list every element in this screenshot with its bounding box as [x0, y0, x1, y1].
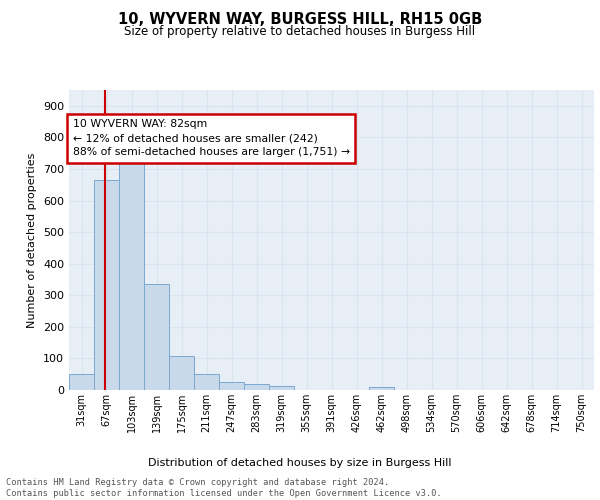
- Bar: [269, 386, 294, 390]
- Bar: [169, 356, 194, 390]
- Bar: [144, 284, 169, 390]
- Bar: [194, 374, 219, 390]
- Text: Distribution of detached houses by size in Burgess Hill: Distribution of detached houses by size …: [148, 458, 452, 468]
- Bar: [244, 384, 269, 390]
- Bar: [119, 154, 144, 390]
- Text: Contains HM Land Registry data © Crown copyright and database right 2024.
Contai: Contains HM Land Registry data © Crown c…: [6, 478, 442, 498]
- Text: Size of property relative to detached houses in Burgess Hill: Size of property relative to detached ho…: [124, 25, 476, 38]
- Bar: [69, 374, 94, 390]
- Text: 10 WYVERN WAY: 82sqm
← 12% of detached houses are smaller (242)
88% of semi-deta: 10 WYVERN WAY: 82sqm ← 12% of detached h…: [73, 120, 350, 158]
- Bar: [369, 388, 394, 390]
- Bar: [94, 180, 119, 390]
- Y-axis label: Number of detached properties: Number of detached properties: [28, 152, 37, 328]
- Bar: [219, 382, 244, 390]
- Text: 10, WYVERN WAY, BURGESS HILL, RH15 0GB: 10, WYVERN WAY, BURGESS HILL, RH15 0GB: [118, 12, 482, 28]
